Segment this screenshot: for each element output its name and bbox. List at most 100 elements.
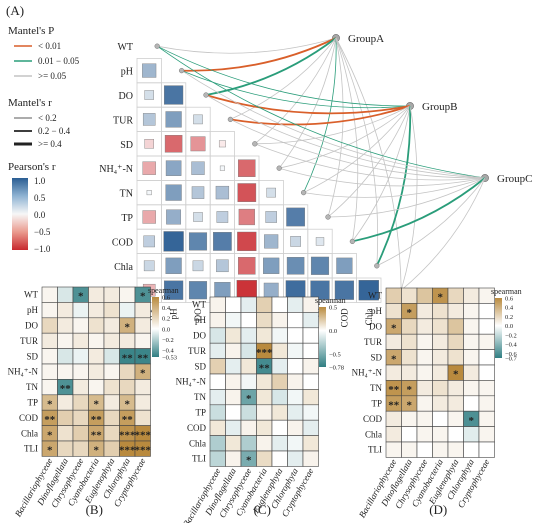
- spearman-cell: [447, 380, 464, 397]
- colorbar-tick: 0.5: [329, 305, 337, 312]
- spearman-cell: [72, 348, 89, 365]
- variable-node: [374, 263, 380, 269]
- grid-cell: [356, 277, 382, 303]
- spearman-cell: [385, 441, 402, 458]
- spearman-cell: [416, 349, 433, 366]
- pearson-square: [264, 234, 279, 249]
- mantel-link: [254, 105, 411, 145]
- spearman-cell: [302, 435, 319, 452]
- spearman-cell: [287, 373, 304, 390]
- spearman-cell: [478, 441, 495, 458]
- spearman-cell: [88, 379, 105, 396]
- spearman-cell: [209, 296, 226, 313]
- spearman-cell: [463, 318, 480, 335]
- spearman-cell: [432, 380, 449, 397]
- spearman-cell: [256, 419, 273, 436]
- mantel-link: [279, 167, 486, 187]
- variable-node: [300, 189, 307, 196]
- spearman-cell: [72, 379, 89, 396]
- spearman-cell: [103, 363, 120, 380]
- significance-mark: **: [122, 414, 134, 426]
- spearman-cell: [432, 426, 449, 443]
- spearman-cell: [416, 364, 433, 381]
- spearman-cell: [134, 332, 151, 349]
- mantel-link: [205, 37, 337, 96]
- row-label: TN: [26, 382, 38, 392]
- pearson-square: [193, 114, 203, 125]
- significance-mark: *: [246, 393, 252, 405]
- spearman-cell: [478, 318, 495, 335]
- column-label: COD: [339, 308, 349, 328]
- row-label: TUR: [20, 336, 38, 346]
- spearman-cell: [271, 373, 288, 390]
- row-label: TP: [27, 398, 38, 408]
- mantel-link: [327, 105, 411, 218]
- spearman-cell: [463, 349, 480, 366]
- spearman-cell: [103, 332, 120, 349]
- row-label: Chla: [21, 428, 38, 438]
- spearman-cell: [57, 394, 74, 411]
- legend-label: < 0.01: [38, 41, 61, 51]
- spearman-cell: [57, 332, 74, 349]
- pearson-square: [142, 161, 156, 175]
- spearman-cell: [103, 317, 120, 334]
- row-label: TLI: [368, 445, 382, 455]
- row-label: TLI: [192, 454, 206, 464]
- significance-mark: *: [47, 429, 53, 441]
- spearman-cell: [209, 450, 226, 467]
- group-label: GroupC: [497, 173, 532, 185]
- spearman-cell: [240, 312, 257, 329]
- pearson-square: [142, 210, 156, 224]
- spearman-cell: [432, 333, 449, 350]
- pearson-square: [334, 280, 355, 300]
- spearman-cell: [271, 435, 288, 452]
- spearman-cell: [57, 363, 74, 380]
- spearman-cell: [88, 363, 105, 380]
- mantel-link: [303, 37, 337, 193]
- spearman-cell: [478, 410, 495, 427]
- pearson-square: [163, 85, 184, 105]
- spearman-cell: [103, 425, 120, 442]
- panel-label: (B): [86, 502, 103, 517]
- row-label: NH₄⁺-N: [99, 164, 133, 175]
- significance-mark: *: [47, 445, 53, 457]
- spearman-cell: [240, 327, 257, 344]
- spearman-cell: [432, 441, 449, 458]
- spearman-cell: [103, 440, 120, 457]
- pearson-square: [310, 256, 330, 275]
- mantel-link: [230, 105, 411, 126]
- pearson-square: [358, 280, 379, 301]
- colorbar-tick: −0.5: [34, 227, 51, 237]
- spearman-cell: [287, 450, 304, 467]
- spearman-cell: [225, 419, 242, 436]
- pearson-square: [191, 161, 205, 175]
- significance-mark: *: [407, 307, 413, 319]
- spearman-cell: [119, 379, 136, 396]
- significance-mark: ***: [119, 429, 136, 441]
- spearman-cell: [256, 389, 273, 406]
- legend-title: Mantel's P: [8, 25, 54, 37]
- spearman-cell: [225, 404, 242, 421]
- column-label: DO: [193, 308, 203, 321]
- spearman-cell: [103, 286, 120, 303]
- variable-node: [252, 141, 258, 147]
- colorbar-tick: 0.4: [162, 305, 171, 312]
- spearman-cell: [432, 349, 449, 366]
- pearson-square: [237, 183, 257, 202]
- panel-a: (A)WTpHDOTURSDNH₄⁺-NTNTPCODChlaTLIWTpHDO…: [6, 3, 532, 339]
- spearman-cell: [416, 303, 433, 320]
- pearson-square: [215, 185, 230, 200]
- colorbar-tick: 0.4: [505, 305, 514, 312]
- significance-mark: *: [125, 399, 131, 411]
- spearman-cell: [463, 426, 480, 443]
- panel-label: (C): [254, 502, 271, 517]
- spearman-cell: [478, 349, 495, 366]
- colorbar-tick: 1.0: [34, 176, 46, 186]
- panel-label: (A): [6, 3, 24, 18]
- spearman-cell: [88, 348, 105, 365]
- spearman-cell: [432, 318, 449, 335]
- spearman-cell: [225, 358, 242, 375]
- spearman-cell: [256, 327, 273, 344]
- mantel-link: [230, 37, 337, 120]
- colorbar-tick: 0.6: [505, 296, 514, 303]
